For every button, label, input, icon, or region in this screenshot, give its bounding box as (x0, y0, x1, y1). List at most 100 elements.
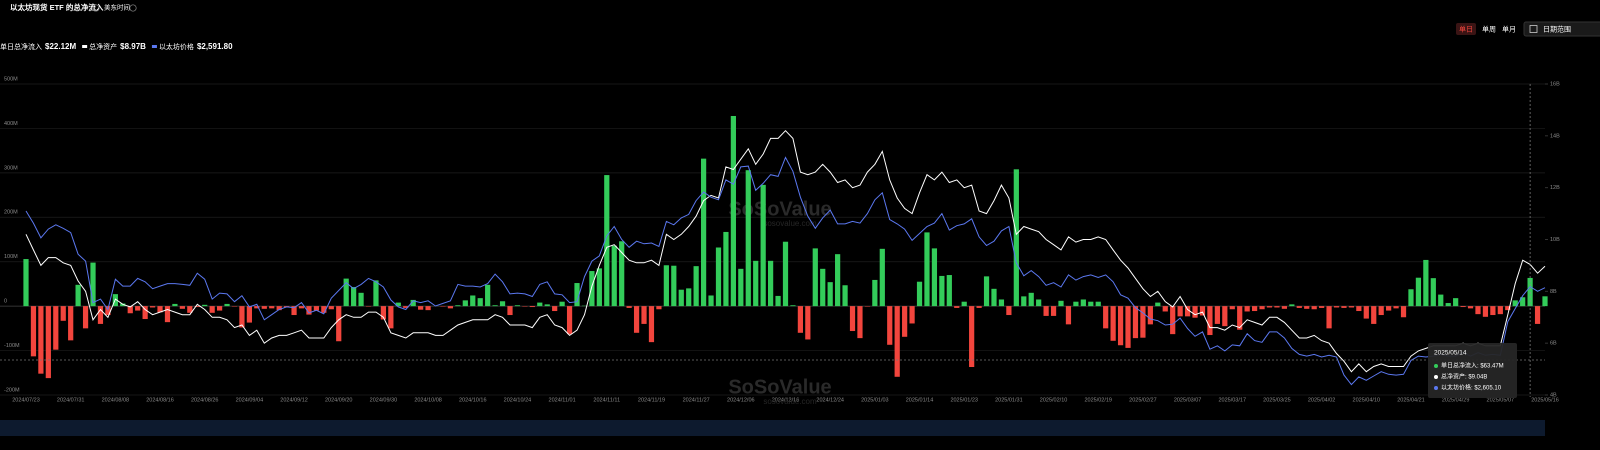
x-tick-label: 2024/07/23 (12, 397, 40, 403)
bar (53, 306, 58, 350)
bar (1490, 306, 1495, 315)
bar (1148, 306, 1153, 324)
x-tick-label: 2024/09/04 (236, 397, 264, 403)
bar (507, 306, 512, 315)
bar (1125, 306, 1130, 348)
title: 以太坊现货 ETF 的总净流入 (10, 2, 104, 12)
tooltip-date: 2025/05/14 (1434, 350, 1467, 357)
x-tick-label: 2024/10/08 (414, 397, 442, 403)
bar (1215, 306, 1220, 324)
tooltip-dot (1434, 375, 1438, 379)
bar (1088, 302, 1093, 306)
bar (887, 306, 892, 345)
tooltip-line: 以太坊价格: $2,605.10 (1441, 384, 1502, 392)
bar (500, 301, 505, 306)
bar (679, 290, 684, 306)
bar (1319, 306, 1324, 308)
bar (1103, 306, 1108, 328)
bar (828, 282, 833, 306)
bar (1036, 299, 1041, 306)
bar (731, 116, 736, 306)
timezone: 美东时间 (104, 3, 130, 12)
y-tick-label: -200M (4, 387, 20, 393)
tooltip-dot (1434, 386, 1438, 390)
bar (1081, 299, 1086, 306)
bar (537, 303, 542, 307)
bar (895, 306, 900, 377)
period-button[interactable]: 单月 (1502, 24, 1516, 33)
bar (388, 306, 393, 328)
legend-value: $8.97B (120, 42, 146, 51)
bar (1200, 306, 1205, 315)
x-tick-label: 2025/01/23 (950, 397, 978, 403)
bar (1393, 306, 1398, 308)
bar (1230, 306, 1235, 309)
bar (1259, 306, 1264, 309)
bar (545, 304, 550, 306)
bar (373, 280, 378, 306)
bar (969, 306, 974, 367)
bar (627, 306, 632, 308)
bar (1192, 306, 1197, 318)
bar (999, 299, 1004, 306)
bar (962, 302, 967, 306)
bar (530, 306, 535, 307)
y2-tick-label: 6B (1550, 341, 1557, 347)
bar (671, 266, 676, 306)
x-tick-label: 2024/12/24 (816, 397, 844, 403)
bar (165, 306, 170, 322)
tooltip-dot (1434, 364, 1438, 368)
period-button[interactable]: 单周 (1482, 24, 1496, 33)
bar (485, 285, 490, 306)
bar (560, 302, 565, 306)
x-tick-label: 2025/01/14 (906, 397, 934, 403)
x-tick-label: 2025/05/07 (1487, 397, 1515, 403)
bar (1021, 296, 1026, 306)
bar (83, 306, 88, 328)
bar (448, 306, 453, 308)
bar (1006, 306, 1011, 315)
bar (753, 261, 758, 306)
bar (932, 248, 937, 306)
bar (1155, 303, 1160, 307)
bar (478, 298, 483, 306)
watermark-url: sosovalue.com (763, 397, 817, 406)
bar (1312, 306, 1317, 309)
period-button[interactable]: 单日 (1459, 24, 1473, 33)
x-tick-label: 2025/02/19 (1084, 397, 1112, 403)
bar (954, 306, 959, 308)
x-tick-label: 2025/03/07 (1174, 397, 1202, 403)
bar (1498, 306, 1503, 314)
bar (1058, 301, 1063, 306)
bar (939, 276, 944, 306)
bar (1438, 295, 1443, 307)
watermark: SoSoValue (728, 198, 831, 220)
x-tick-label: 2025/04/10 (1353, 397, 1381, 403)
bar (947, 275, 952, 306)
bar (150, 306, 155, 307)
x-tick-label: 2025/04/29 (1442, 397, 1470, 403)
bar (880, 249, 885, 306)
bar (850, 306, 855, 331)
bar (775, 296, 780, 306)
bar (224, 304, 229, 306)
bar (1274, 306, 1279, 307)
watermark-url: sosovalue.com (763, 219, 817, 228)
bar (1245, 306, 1250, 311)
y-tick-label: 500M (4, 76, 18, 82)
y2-tick-label: 10B (1550, 237, 1560, 243)
bar (1267, 306, 1272, 307)
tooltip-line: 总净资产: $9.04B (1441, 373, 1487, 381)
navigator[interactable] (0, 420, 1545, 436)
bar (686, 288, 691, 306)
bar (135, 306, 140, 310)
bar (358, 293, 363, 306)
legend-value: $22.12M (45, 42, 76, 51)
x-tick-label: 2025/04/21 (1397, 397, 1425, 403)
bar (909, 306, 914, 323)
date-range-label[interactable]: 日期范围 (1543, 24, 1571, 33)
bar (805, 306, 810, 339)
bar (641, 306, 646, 324)
